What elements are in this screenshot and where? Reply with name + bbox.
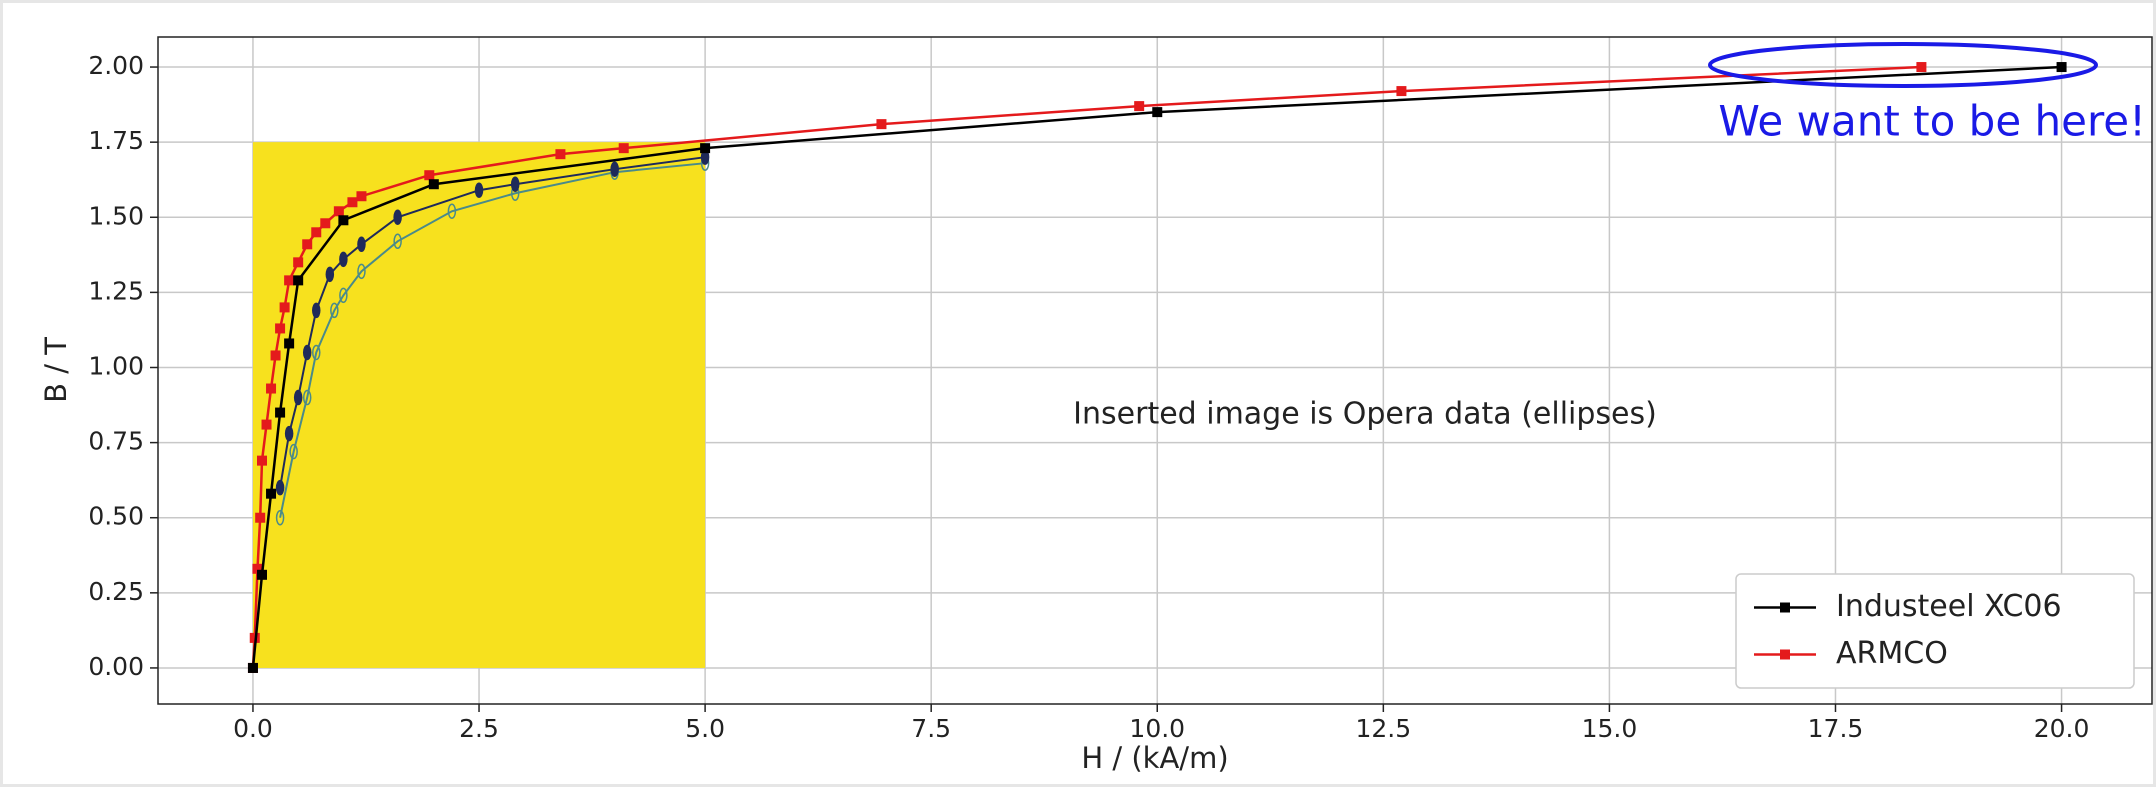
marker [394,210,401,224]
marker [275,323,285,333]
marker [429,179,439,189]
y-tick-label: 2.00 [88,51,144,80]
y-tick-label: 0.50 [88,502,144,531]
marker [248,663,258,673]
marker [275,408,285,418]
marker [356,191,366,201]
marker [1134,101,1144,111]
marker [302,239,312,249]
y-tick-label: 0.25 [88,577,144,606]
marker [266,489,276,499]
marker [257,570,267,580]
marker [313,303,320,317]
marker [424,170,434,180]
x-tick-label: 7.5 [911,714,951,743]
annotation: Inserted image is Opera data (ellipses) [1073,397,1657,432]
x-tick-label: 10.0 [1129,714,1185,743]
marker [257,456,267,466]
annotation: We want to be here! [1718,97,2146,146]
marker [295,391,302,405]
legend-marker [1780,650,1790,660]
legend-marker [1780,603,1790,613]
marker [476,183,483,197]
chart: 0.0 2.5 5.0 7.5 10.0 12.5 15.0 17.5 20.0 0.00 0.25… [0,0,2156,787]
marker [700,143,710,153]
x-tick-label: 2.5 [459,714,499,743]
x-tick-label: 15.0 [1582,714,1638,743]
marker [1396,86,1406,96]
marker [293,275,303,285]
marker [611,162,618,176]
marker [262,420,272,430]
marker [1152,107,1162,117]
marker [277,481,284,495]
y-tick-label: 1.00 [88,351,144,380]
marker [334,206,344,216]
y-tick-label: 1.50 [88,201,144,230]
marker [293,257,303,267]
legend-label: ARMCO [1836,636,1948,671]
x-tick-label: 17.5 [1808,714,1864,743]
marker [1916,62,1926,72]
x-tick-label: 0.0 [233,714,273,743]
marker [876,119,886,129]
marker [512,177,519,191]
x-axis-label: H / (kA/m) [1081,741,1228,775]
marker [326,267,333,281]
marker [338,215,348,225]
y-tick-label: 1.75 [88,126,144,155]
x-tick-label: 5.0 [685,714,725,743]
marker [286,427,293,441]
marker [271,350,281,360]
marker [311,227,321,237]
marker [255,513,265,523]
marker [2057,62,2067,72]
legend-label: Industeel XC06 [1836,589,2062,624]
marker [340,252,347,266]
marker [280,302,290,312]
marker [284,338,294,348]
y-tick-label: 0.75 [88,427,144,456]
y-tick-label: 1.25 [88,276,144,305]
marker [304,345,311,359]
x-tick-label: 20.0 [2034,714,2090,743]
marker [358,237,365,251]
marker [347,197,357,207]
y-axis-label: B / T [39,337,73,403]
marker [555,149,565,159]
marker [320,218,330,228]
x-tick-label: 12.5 [1356,714,1412,743]
marker [266,384,276,394]
marker [619,143,629,153]
y-tick-label: 0.00 [88,652,144,681]
marker [284,275,294,285]
